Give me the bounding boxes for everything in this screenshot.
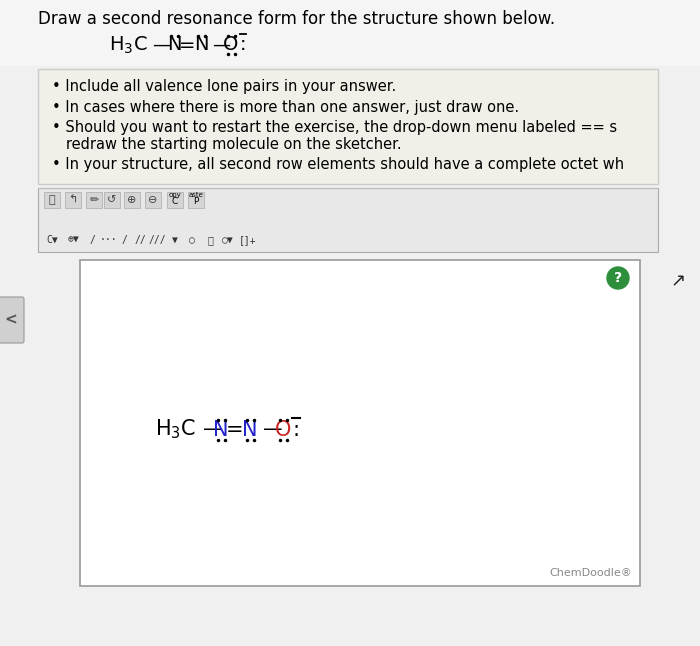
Bar — [86, 192, 102, 208]
Text: ⊕: ⊕ — [127, 195, 136, 205]
Text: 🖐: 🖐 — [49, 195, 55, 205]
Text: • In cases where there is more than one answer, just draw one.: • In cases where there is more than one … — [52, 100, 519, 115]
Text: Draw a second resonance form for the structure shown below.: Draw a second resonance form for the str… — [38, 10, 555, 28]
Text: aste: aste — [188, 192, 204, 198]
Text: • Include all valence lone pairs in your answer.: • Include all valence lone pairs in your… — [52, 79, 396, 94]
Text: ///: /// — [148, 235, 166, 245]
Text: —: — — [203, 420, 223, 439]
Bar — [188, 192, 204, 208]
Text: ↗: ↗ — [671, 272, 685, 290]
Text: • In your structure, all second row elements should have a complete octet wh: • In your structure, all second row elem… — [52, 157, 624, 172]
Text: C: C — [172, 196, 178, 205]
Text: =: = — [226, 419, 244, 439]
Text: :: : — [239, 36, 246, 54]
Text: =: = — [178, 36, 195, 54]
Text: ✏: ✏ — [90, 195, 99, 205]
Text: //: // — [134, 235, 146, 245]
Text: ⊕▼: ⊕▼ — [67, 235, 79, 245]
Text: ○: ○ — [189, 235, 195, 245]
Text: O: O — [223, 36, 239, 54]
Text: —: — — [212, 36, 230, 54]
Bar — [38, 188, 658, 252]
Bar — [38, 69, 658, 184]
Bar — [65, 192, 81, 208]
FancyBboxPatch shape — [0, 297, 24, 343]
Bar — [124, 192, 140, 208]
Bar — [0, 0, 700, 66]
Text: []+: []+ — [239, 235, 257, 245]
Text: ▼: ▼ — [172, 235, 178, 245]
Text: ChemDoodle®: ChemDoodle® — [550, 568, 632, 578]
Text: :: : — [293, 419, 300, 439]
Text: $\mathsf{H_3C}$: $\mathsf{H_3C}$ — [155, 418, 196, 441]
Text: O: O — [275, 419, 291, 439]
Text: ↰: ↰ — [69, 195, 78, 205]
Bar — [80, 260, 640, 586]
Text: ?: ? — [614, 271, 622, 285]
Text: P: P — [193, 196, 199, 205]
Text: ···: ··· — [99, 235, 117, 245]
Text: —: — — [263, 420, 283, 439]
Text: N: N — [167, 36, 181, 54]
Bar — [44, 192, 60, 208]
Text: /: / — [89, 235, 95, 245]
Text: ○▼: ○▼ — [222, 235, 234, 245]
Text: N: N — [242, 419, 258, 439]
Text: N: N — [194, 36, 209, 54]
Bar — [104, 192, 120, 208]
Bar — [167, 192, 183, 208]
Text: N: N — [214, 419, 229, 439]
Text: ↺: ↺ — [107, 195, 117, 205]
Bar — [145, 192, 161, 208]
Text: <: < — [5, 313, 18, 328]
Text: —: — — [152, 36, 170, 54]
Text: • Should you want to restart the exercise, the drop-down menu labeled == s: • Should you want to restart the exercis… — [52, 120, 617, 135]
Text: opy: opy — [169, 192, 181, 198]
Text: C▼: C▼ — [46, 235, 58, 245]
Text: $\mathsf{H_3C}$: $\mathsf{H_3C}$ — [109, 34, 148, 56]
Text: redraw the starting molecule on the sketcher.: redraw the starting molecule on the sket… — [52, 137, 402, 152]
Text: ⊖: ⊖ — [148, 195, 158, 205]
Text: ⬡: ⬡ — [207, 235, 213, 245]
Text: /: / — [121, 235, 127, 245]
Circle shape — [607, 267, 629, 289]
